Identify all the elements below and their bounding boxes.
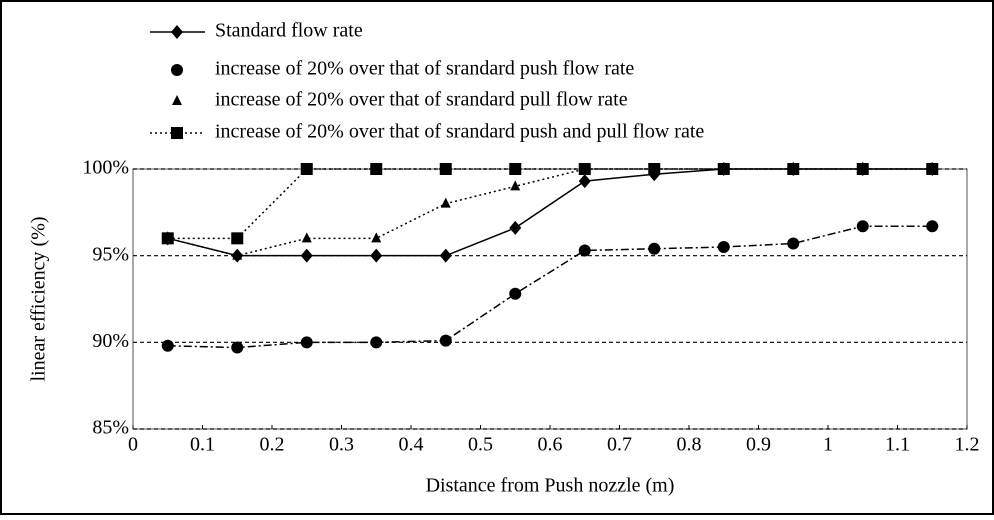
marker bbox=[509, 220, 522, 235]
x-axis-label: Distance from Push nozzle (m) bbox=[426, 475, 675, 497]
marker bbox=[439, 334, 452, 347]
marker bbox=[161, 232, 174, 245]
marker bbox=[439, 248, 452, 263]
marker bbox=[300, 163, 313, 175]
y-tick-label: 85% bbox=[92, 417, 129, 439]
marker bbox=[300, 248, 313, 263]
marker bbox=[231, 341, 244, 354]
x-tick-label: 0.5 bbox=[468, 434, 493, 456]
y-tick-label: 90% bbox=[92, 330, 129, 352]
marker bbox=[856, 220, 869, 233]
marker bbox=[171, 64, 183, 76]
marker bbox=[172, 95, 182, 105]
marker bbox=[231, 232, 244, 245]
x-tick-label: 0.3 bbox=[329, 434, 354, 456]
marker bbox=[856, 163, 869, 175]
marker bbox=[301, 232, 312, 243]
marker bbox=[926, 163, 939, 175]
series-line bbox=[167, 168, 933, 257]
series-line bbox=[167, 168, 933, 240]
marker bbox=[371, 232, 382, 243]
marker bbox=[300, 336, 313, 349]
marker bbox=[509, 287, 522, 300]
marker bbox=[717, 241, 730, 253]
legend-label: increase of 20% over that of srandard pu… bbox=[215, 121, 704, 143]
y-tick-label: 95% bbox=[92, 243, 129, 265]
marker bbox=[440, 197, 451, 208]
legend-label: increase of 20% over that of srandard pu… bbox=[215, 89, 628, 111]
x-tick-label: 0.8 bbox=[677, 434, 702, 456]
x-tick-label: 0.1 bbox=[190, 434, 215, 456]
x-tick-label: 0.2 bbox=[260, 434, 285, 456]
marker bbox=[787, 163, 800, 175]
x-tick-label: 0.6 bbox=[538, 434, 563, 456]
marker bbox=[171, 127, 183, 139]
x-tick-label: 0.4 bbox=[399, 434, 424, 456]
marker bbox=[578, 163, 591, 175]
marker bbox=[510, 180, 521, 191]
x-tick-label: 1 bbox=[823, 434, 833, 456]
marker bbox=[232, 249, 243, 260]
legend-label: increase of 20% over that of srandard pu… bbox=[215, 58, 634, 80]
marker bbox=[370, 248, 383, 263]
marker bbox=[648, 242, 661, 255]
marker bbox=[648, 163, 661, 175]
y-tick-label: 100% bbox=[82, 157, 129, 179]
marker bbox=[717, 163, 730, 175]
marker bbox=[439, 163, 452, 175]
x-tick-label: 1.1 bbox=[885, 434, 910, 456]
marker bbox=[171, 25, 183, 39]
marker bbox=[926, 220, 939, 233]
x-tick-label: 0.7 bbox=[607, 434, 632, 456]
marker bbox=[509, 163, 522, 175]
x-tick-label: 0.9 bbox=[746, 434, 771, 456]
y-axis-label: linear efficiency (%) bbox=[28, 216, 50, 381]
marker bbox=[578, 174, 591, 189]
legend-label: Standard flow rate bbox=[215, 20, 363, 42]
marker bbox=[161, 339, 174, 352]
x-tick-label: 1.2 bbox=[955, 434, 980, 456]
marker bbox=[578, 244, 591, 257]
series-line bbox=[167, 225, 933, 349]
marker bbox=[787, 237, 800, 250]
x-tick-label: 0 bbox=[128, 434, 138, 456]
marker bbox=[370, 163, 383, 175]
marker bbox=[370, 336, 383, 349]
